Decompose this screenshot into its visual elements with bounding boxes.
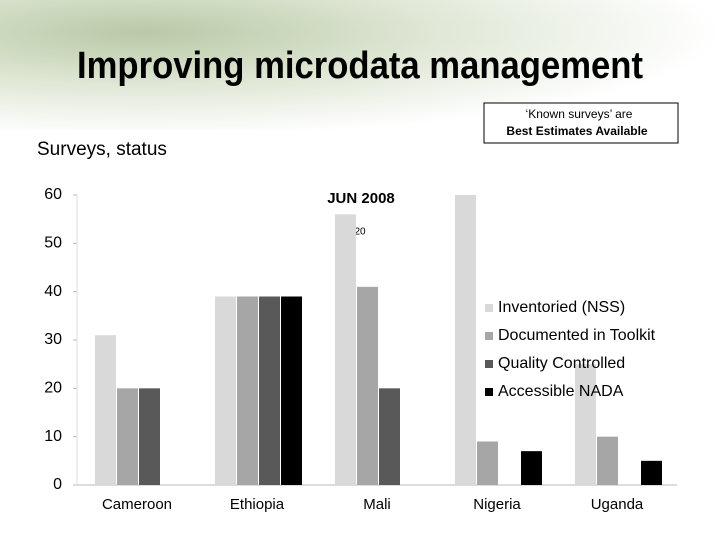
note-line: ‘Known surveys’ are xyxy=(526,107,633,121)
y-tick-label: 20 xyxy=(44,380,62,397)
bar xyxy=(139,388,160,485)
legend-label: Quality Controlled xyxy=(498,355,625,372)
legend-label: Documented in Toolkit xyxy=(498,327,656,344)
bar xyxy=(117,388,138,485)
bar xyxy=(357,286,378,485)
legend-label: Inventoried (NSS) xyxy=(498,299,625,316)
legend-swatch xyxy=(485,304,493,312)
bar xyxy=(597,436,618,485)
x-tick-label: Ethiopia xyxy=(230,496,285,513)
x-tick-label: Mali xyxy=(363,496,391,513)
y-tick-label: 0 xyxy=(53,476,62,493)
bar xyxy=(477,441,498,485)
x-tick-label: Cameroon xyxy=(102,496,172,513)
y-tick-label: 50 xyxy=(44,235,62,252)
bar xyxy=(335,214,356,486)
y-tick-label: 40 xyxy=(44,283,62,300)
bar xyxy=(521,451,542,485)
y-tick-label: 30 xyxy=(44,331,62,348)
annotation: 20 xyxy=(354,227,366,238)
bar xyxy=(455,195,476,485)
bar xyxy=(281,296,302,485)
legend-label: Accessible NADA xyxy=(498,383,624,400)
legend-swatch xyxy=(485,388,493,396)
legend-swatch xyxy=(485,332,493,340)
note-box xyxy=(483,102,679,144)
bar xyxy=(259,296,280,485)
bar xyxy=(215,296,236,485)
bar xyxy=(95,335,116,485)
y-label: Surveys, status xyxy=(37,139,167,160)
bar xyxy=(379,388,400,485)
slide-title: Improving microdata management xyxy=(77,45,643,87)
annotation: JUN 2008 xyxy=(327,190,395,207)
note-line: Best Estimates Available xyxy=(506,124,648,138)
legend-swatch xyxy=(485,360,493,368)
bar xyxy=(237,296,258,485)
y-tick-label: 10 xyxy=(44,428,62,445)
x-tick-label: Uganda xyxy=(591,496,644,513)
y-tick-label: 60 xyxy=(44,186,62,203)
bar xyxy=(575,364,596,485)
x-tick-label: Nigeria xyxy=(473,496,521,513)
bar xyxy=(641,460,662,485)
plot: 0 10 20 30 40 50 60 Cameroon Ethiopia Mali Nigeria… xyxy=(44,186,677,513)
